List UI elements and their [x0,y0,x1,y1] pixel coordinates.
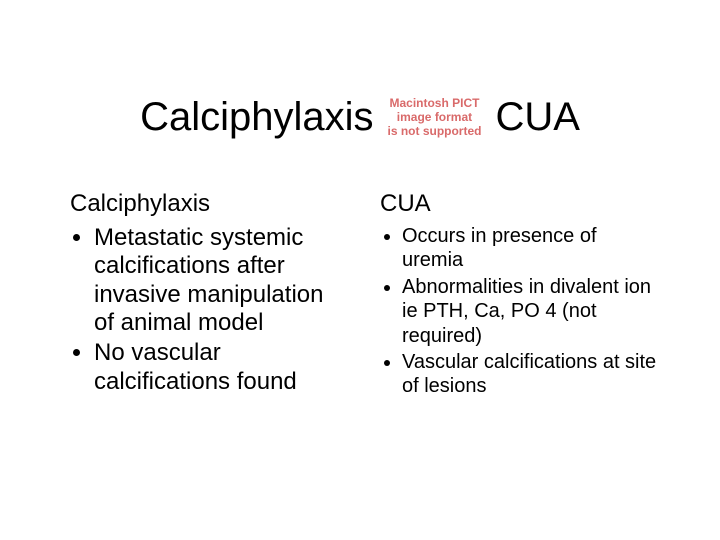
list-item: No vascular calcifications found [94,339,350,396]
slide: Calciphylaxis Macintosh PICT image forma… [0,0,720,540]
left-heading: Calciphylaxis [70,190,350,218]
title-right: CUA [495,95,579,140]
right-heading: CUA [380,190,660,218]
right-bullets: Occurs in presence of uremia Abnormaliti… [380,224,660,399]
list-item: Vascular calcifications at site of lesio… [402,350,660,399]
list-item: Abnormalities in divalent ion ie PTH, Ca… [402,275,660,348]
broken-image-line3: is not supported [387,124,481,138]
right-column: CUA Occurs in presence of uremia Abnorma… [380,190,660,401]
broken-image-line2: image format [397,110,472,124]
slide-title: Calciphylaxis Macintosh PICT image forma… [0,72,720,162]
broken-image-line1: Macintosh PICT [389,96,479,110]
broken-image-icon: Macintosh PICT image format is not suppo… [379,85,489,149]
content-columns: Calciphylaxis Metastatic systemic calcif… [70,190,660,401]
list-item: Metastatic systemic calcifications after… [94,224,350,337]
left-bullets: Metastatic systemic calcifications after… [70,224,350,396]
left-column: Calciphylaxis Metastatic systemic calcif… [70,190,350,401]
title-left: Calciphylaxis [140,95,373,140]
list-item: Occurs in presence of uremia [402,224,660,273]
